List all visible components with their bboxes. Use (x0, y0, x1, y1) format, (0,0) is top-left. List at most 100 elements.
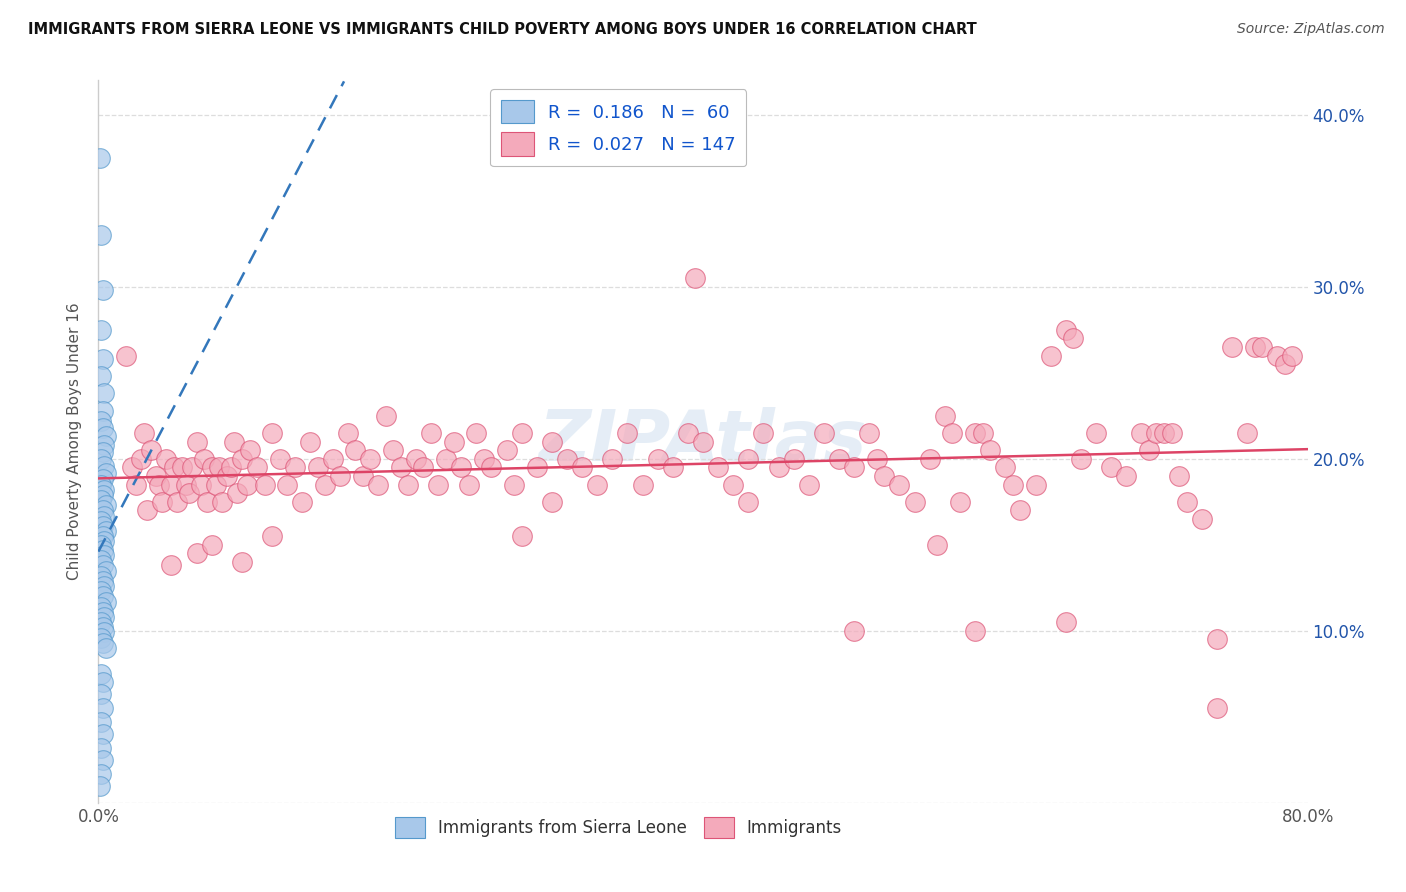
Point (904, 494, 927, 508)
Point (1220, 340, 1243, 354)
Point (783, 451, 806, 466)
Legend: Immigrants from Sierra Leone, Immigrants: Immigrants from Sierra Leone, Immigrants (388, 810, 849, 845)
Point (873, 469, 896, 483)
Point (211, 494, 233, 508)
Point (420, 425, 443, 440)
Point (90, 615, 112, 630)
Point (91, 351, 114, 366)
Point (1175, 494, 1198, 508)
Point (91, 574, 114, 588)
Point (91, 283, 114, 297)
Point (692, 434, 714, 449)
Point (918, 451, 941, 466)
Point (472, 451, 495, 466)
Point (1144, 425, 1167, 440)
Point (1001, 477, 1024, 491)
Point (90, 493, 112, 508)
Point (94, 429, 117, 443)
Point (90, 538, 112, 552)
Point (246, 460, 269, 475)
Point (91, 421, 114, 435)
Point (93, 508, 115, 523)
Point (314, 477, 336, 491)
Point (1191, 512, 1213, 526)
Point (93, 458, 115, 473)
Point (994, 460, 1017, 475)
Point (90, 666, 112, 681)
Point (221, 460, 243, 475)
Point (91, 519, 114, 533)
Point (1085, 425, 1108, 440)
Point (866, 451, 889, 466)
Point (94, 640, 117, 655)
Point (707, 460, 730, 475)
Point (170, 460, 193, 475)
Point (965, 624, 987, 638)
Point (389, 460, 412, 475)
Point (1243, 340, 1265, 354)
Point (94, 564, 117, 578)
Point (90, 568, 112, 582)
Point (186, 434, 208, 449)
Point (135, 503, 157, 517)
Point (602, 451, 624, 466)
Point (93, 610, 115, 624)
Point (141, 443, 163, 458)
Point (181, 460, 204, 475)
Point (91, 605, 114, 619)
Point (1281, 349, 1303, 363)
Point (145, 469, 167, 483)
Point (262, 529, 284, 543)
Point (205, 477, 228, 491)
Point (231, 451, 253, 466)
Point (405, 451, 427, 466)
Point (481, 460, 503, 475)
Point (91, 472, 114, 486)
Point (91, 558, 114, 573)
Point (94, 498, 117, 512)
Point (193, 451, 215, 466)
Point (1070, 451, 1092, 466)
Point (1054, 615, 1077, 630)
Point (1130, 425, 1153, 440)
Point (93, 534, 115, 549)
Point (510, 529, 533, 543)
Point (190, 477, 212, 491)
Point (336, 425, 359, 440)
Point (91, 636, 114, 650)
Point (150, 494, 173, 508)
Point (1267, 349, 1289, 363)
Point (90, 451, 112, 466)
Point (186, 546, 208, 560)
Point (1274, 357, 1296, 371)
Point (90, 323, 112, 337)
Point (163, 460, 186, 475)
Point (503, 477, 526, 491)
Point (291, 494, 314, 508)
Point (90, 740, 112, 755)
Text: Source: ZipAtlas.com: Source: ZipAtlas.com (1237, 22, 1385, 37)
Point (941, 425, 963, 440)
Point (1153, 425, 1175, 440)
Point (90, 599, 112, 614)
Point (737, 451, 759, 466)
Point (89, 779, 111, 793)
Point (90, 631, 112, 645)
Point (1115, 469, 1137, 483)
Point (129, 451, 152, 466)
Point (382, 443, 405, 458)
Point (329, 469, 352, 483)
Point (647, 451, 669, 466)
Point (844, 624, 866, 638)
Point (174, 477, 197, 491)
Point (94, 524, 117, 538)
Point (768, 460, 790, 475)
Point (166, 494, 188, 508)
Point (434, 451, 457, 466)
Point (91, 675, 114, 690)
Point (91, 503, 114, 517)
Point (307, 460, 329, 475)
Point (93, 386, 115, 401)
Point (91, 542, 114, 557)
Point (89, 151, 111, 165)
